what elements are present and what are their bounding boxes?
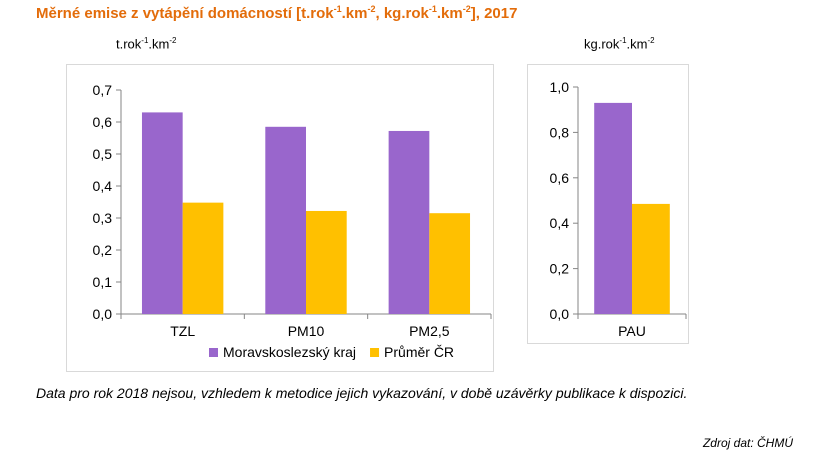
left-bar-pm10-series2 [306,210,347,314]
left-bar-tzl-series2 [182,202,224,314]
left-legend-swatch-series2 [370,348,380,357]
right-bar-pau-series2 [632,203,670,314]
left-y-tick-label: 0,7 [93,82,113,98]
right-bar-pau-series1 [594,102,632,314]
left-x-tick-label: PM10 [288,323,325,339]
left-x-tick-label: TZL [170,323,195,339]
left-y-tick-label: 0,3 [93,210,113,226]
data-source: Zdroj dat: ČHMÚ [702,436,793,450]
chart-panel-left: 0,0 0,1 0,2 0,3 0,4 0,5 0,6 0,7 TZL PM10 PM2,5 Mora… [66,64,494,372]
chart-panel-right: 0,0 0,2 0,4 0,6 0,8 1,0 PAU [527,64,689,344]
right-y-tick-label: 0,0 [550,306,570,322]
left-legend-swatch-series1 [209,348,218,357]
left-y-tick-label: 0,4 [93,178,113,194]
left-y-tick-label: 0,5 [93,146,113,162]
chart-right: 0,0 0,2 0,4 0,6 0,8 1,0 PAU [550,79,687,339]
left-y-tick-label: 0,2 [93,242,113,258]
right-x-tick-label: PAU [618,323,646,339]
left-y-tick-label: 0,6 [93,114,113,130]
left-legend-label-series1: Moravskoslezský kraj [223,344,356,360]
chart-left: 0,0 0,1 0,2 0,3 0,4 0,5 0,6 0,7 TZL PM10 PM2,5 Mora… [93,82,492,360]
y-axis-unit-right: kg.rok-1.km-2 [584,36,655,52]
left-y-tick-label: 0,0 [93,306,113,322]
left-bar-pm10-series1 [265,126,306,314]
left-bar-pm25-series2 [429,213,471,314]
footnote: Data pro rok 2018 nejsou, vzhledem k met… [36,385,688,401]
right-y-tick-label: 0,2 [550,261,570,277]
chart-title: Měrné emise z vytápění domácností [t.rok… [36,4,518,22]
right-y-tick-label: 0,8 [550,124,570,140]
right-y-tick-label: 0,4 [550,215,570,231]
left-bar-tzl-series1 [141,112,183,315]
left-legend-label-series2: Průměr ČR [384,344,454,360]
left-y-tick-label: 0,1 [93,274,113,290]
y-axis-unit-left: t.rok-1.km-2 [116,36,177,52]
right-y-tick-label: 0,6 [550,170,570,186]
left-bar-pm25-series1 [388,130,430,314]
left-x-tick-label: PM2,5 [409,323,450,339]
right-y-tick-label: 1,0 [550,79,570,95]
